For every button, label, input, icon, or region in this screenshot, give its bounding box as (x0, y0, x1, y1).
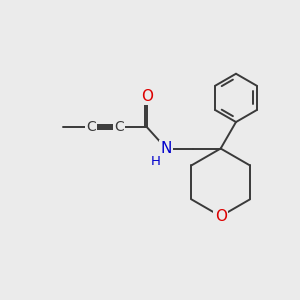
Text: C: C (86, 120, 96, 134)
Text: H: H (151, 155, 161, 168)
Text: C: C (114, 120, 124, 134)
Text: O: O (141, 89, 153, 104)
Text: N: N (160, 141, 172, 156)
Text: O: O (215, 209, 227, 224)
